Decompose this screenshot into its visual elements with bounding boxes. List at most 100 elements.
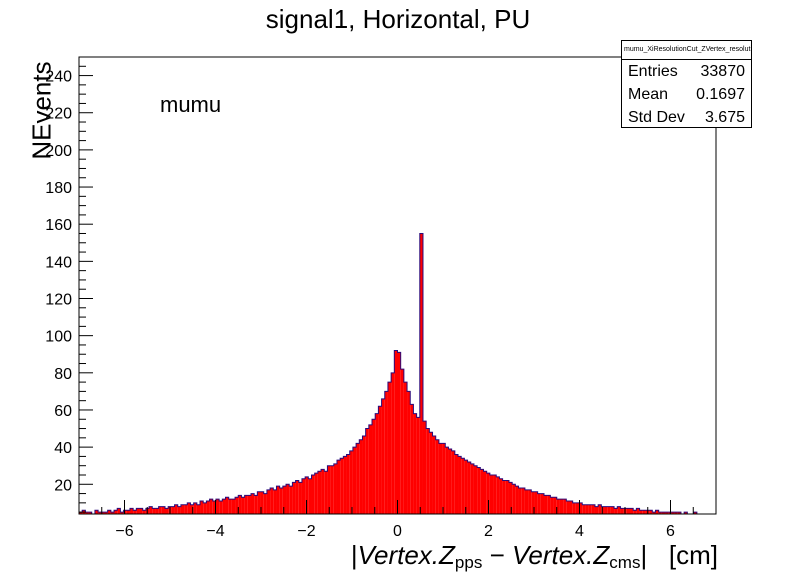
histogram-bar [502, 480, 506, 514]
histogram-bar [633, 510, 637, 514]
histogram-bar [196, 504, 201, 514]
histogram-bar [349, 450, 353, 514]
histogram-bar [477, 467, 481, 514]
x-tick-label: −2 [297, 523, 315, 540]
histogram-bar [668, 512, 672, 514]
histogram-bar [451, 450, 455, 514]
histogram-bar [171, 506, 175, 514]
histogram-bar [333, 463, 337, 514]
histogram-bar [101, 512, 105, 514]
histogram-bar [630, 508, 634, 514]
histogram-bar [244, 495, 248, 514]
stats-histogram-name: mumu_XiResolutionCut_ZVertex_resolution [622, 41, 751, 60]
histogram-bar [426, 428, 430, 514]
histogram-bar [200, 500, 204, 514]
histogram-bar [400, 369, 404, 514]
histogram-bar [422, 421, 427, 514]
histogram-bar [442, 443, 446, 514]
stats-row-stddev: Std Dev 3.675 [628, 109, 745, 126]
histogram-outline [78, 232, 710, 515]
histogram-bar [324, 471, 328, 514]
stats-row-mean: Mean 0.1697 [628, 86, 745, 103]
histogram-bar [107, 510, 111, 514]
histogram-bar [79, 512, 83, 514]
histogram-bar [636, 508, 640, 514]
histogram-bar [544, 495, 548, 514]
histogram-bar [591, 504, 595, 514]
histogram-bar [222, 499, 226, 514]
histogram-bar [569, 500, 573, 514]
histogram-bar [550, 497, 554, 514]
histogram-bar [378, 406, 382, 514]
histogram-bar [531, 491, 535, 514]
histogram-bar [88, 512, 92, 514]
y-tick-label: 40 [54, 440, 72, 457]
histogram-bar [289, 486, 293, 514]
histogram-bar [585, 504, 589, 514]
histogram-bar [282, 486, 287, 514]
histogram-bar [270, 487, 274, 514]
histogram-bar [123, 510, 127, 514]
histogram-bar [228, 499, 232, 514]
x-tick-label: 0 [393, 523, 402, 540]
histogram-bar [572, 502, 576, 514]
histogram-bar [508, 482, 513, 514]
histogram-bar [454, 454, 459, 514]
histogram-bar [149, 506, 153, 514]
stats-row-entries: Entries 33870 [628, 63, 745, 80]
histogram-bar [305, 476, 309, 514]
histogram-bar [263, 493, 267, 514]
histogram-bar [117, 508, 121, 514]
x-tick-label: 4 [575, 523, 584, 540]
histogram-bar [346, 454, 350, 514]
histogram-bar [467, 461, 471, 514]
histogram-bar [693, 512, 697, 514]
histogram-bar [671, 512, 675, 514]
histogram-bar [352, 447, 357, 514]
histogram-bar [553, 497, 557, 514]
histogram-bar [658, 512, 662, 514]
histogram-bar [219, 500, 223, 514]
histogram-bar [458, 456, 462, 514]
histogram-bar [241, 497, 245, 514]
x-axis-label: |Vertex.Zpps − Vertex.Zcms| [cm] [350, 540, 718, 572]
histogram-bar [448, 448, 452, 514]
histogram-bar [152, 508, 156, 514]
histogram-bar [340, 458, 344, 514]
histogram-bar [209, 499, 213, 514]
histogram-bar [133, 510, 137, 514]
histogram-bar [250, 493, 255, 514]
histogram-bar [158, 506, 162, 514]
histogram-bar [534, 491, 538, 514]
histogram-bar [512, 484, 516, 514]
histogram-bar [505, 480, 509, 514]
histogram-bar [254, 495, 258, 514]
histogram-bar [588, 504, 592, 514]
histogram-bar [518, 487, 522, 514]
histogram-bar [607, 506, 611, 514]
histogram-bar [461, 458, 465, 514]
histogram-bar [677, 512, 681, 514]
histogram-bar [649, 510, 653, 514]
histogram-bar [391, 372, 395, 514]
histogram-bar [540, 493, 545, 514]
y-axis-label: NEvents [26, 61, 57, 160]
histogram-bar [98, 512, 102, 514]
y-tick-label: 220 [45, 106, 72, 123]
histogram-bar [486, 473, 490, 514]
histogram-bar [372, 419, 376, 514]
histogram-bar [579, 502, 583, 514]
y-tick-label: 80 [54, 366, 72, 383]
histogram-bar [359, 439, 363, 514]
histogram-bar [206, 500, 210, 514]
histogram-bar [617, 506, 621, 514]
histogram-bar [604, 506, 608, 514]
histogram-bar [473, 465, 478, 514]
histogram-bar [260, 491, 264, 514]
histogram-bar [238, 495, 242, 514]
histogram-bar [470, 463, 474, 514]
histogram-bar [174, 504, 178, 514]
histogram-bar [684, 512, 688, 514]
histogram-bar [321, 469, 325, 514]
histogram-bar [161, 506, 165, 514]
